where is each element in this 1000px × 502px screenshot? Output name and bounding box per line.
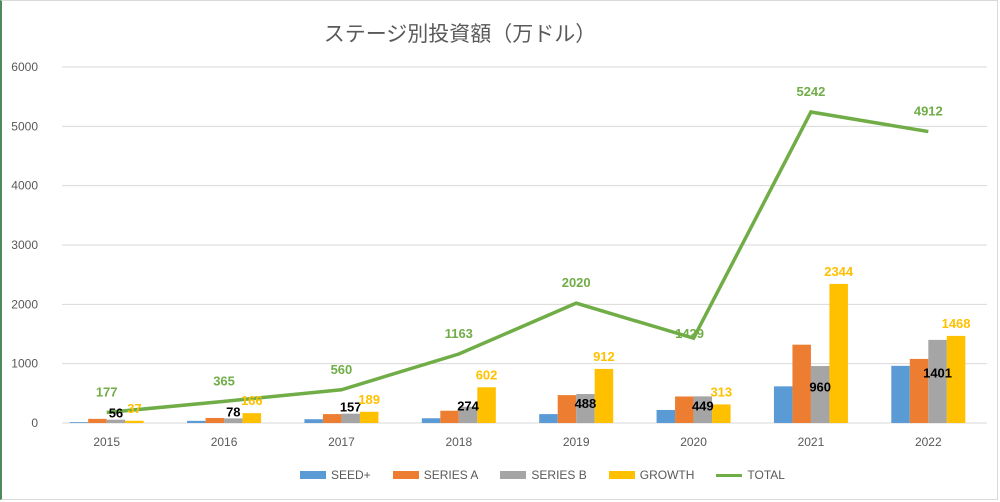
y-tick-label: 1000 xyxy=(11,357,38,371)
bar-seed xyxy=(304,419,323,423)
y-tick-label: 0 xyxy=(31,416,38,430)
bar-series-a xyxy=(557,395,577,423)
data-label-growth: 166 xyxy=(241,393,263,408)
bar-series-b xyxy=(106,419,126,423)
bar-series-a xyxy=(205,417,225,423)
data-label-growth: 37 xyxy=(127,401,141,416)
x-tick-label: 2021 xyxy=(798,435,825,449)
bar-seed xyxy=(539,414,558,423)
chart-title: ステージ別投資額（万ドル） xyxy=(323,22,597,46)
x-tick-label: 2020 xyxy=(680,435,707,449)
data-label-total: 560 xyxy=(331,362,353,377)
legend-swatch xyxy=(300,471,326,479)
bar-series-a xyxy=(440,410,459,423)
data-label-series-b: 488 xyxy=(575,396,597,411)
y-tick-label: 2000 xyxy=(11,297,38,311)
data-label-growth: 313 xyxy=(710,384,732,399)
data-label-growth: 2344 xyxy=(824,264,854,279)
data-label-growth: 1468 xyxy=(942,316,971,331)
x-tick-label: 2015 xyxy=(93,435,120,449)
bar-growth xyxy=(242,413,262,423)
data-label-series-b: 274 xyxy=(457,399,479,414)
data-label-series-b: 449 xyxy=(692,398,714,413)
bar-seed xyxy=(773,386,793,423)
bar-series-b xyxy=(458,406,478,423)
data-label-total: 2020 xyxy=(562,275,591,290)
bar-growth xyxy=(712,404,731,423)
bar-series-b xyxy=(576,394,595,423)
data-label-growth: 602 xyxy=(476,367,498,382)
data-label-series-b: 78 xyxy=(226,404,240,419)
bar-growth xyxy=(594,368,614,423)
data-label-series-b: 960 xyxy=(809,380,831,395)
data-label-growth: 912 xyxy=(593,349,615,364)
legend-swatch xyxy=(500,471,527,479)
bar-series-a xyxy=(792,344,811,423)
data-label-series-b: 56 xyxy=(109,406,123,421)
legend-item: SERIES B xyxy=(500,468,587,482)
data-label-series-b: 157 xyxy=(340,400,362,415)
legend-item: GROWTH xyxy=(608,468,695,482)
bar-series-a xyxy=(909,358,929,423)
bar-series-b xyxy=(693,396,713,423)
legend-item: SERIES A xyxy=(392,468,479,482)
bar-growth xyxy=(477,387,496,423)
legend-label: TOTAL xyxy=(747,468,785,482)
y-tick-label: 5000 xyxy=(11,119,38,133)
chart-legend: SEED+ SERIES A SERIES B GROWTH TOTAL xyxy=(300,468,785,482)
bar-seed xyxy=(891,365,910,423)
bar-series-b xyxy=(810,366,830,423)
bar-seed xyxy=(187,420,206,423)
bar-series-b xyxy=(928,339,947,423)
legend-swatch xyxy=(608,471,635,479)
data-label-total: 1429 xyxy=(675,326,704,341)
data-label-total: 5242 xyxy=(796,84,825,99)
bar-series-a xyxy=(322,414,342,423)
data-label-total: 177 xyxy=(96,384,118,399)
data-label-growth: 189 xyxy=(358,392,380,407)
legend-label: SERIES B xyxy=(531,468,587,482)
legend-swatch xyxy=(716,473,743,477)
x-tick-label: 2019 xyxy=(563,435,590,449)
x-tick-label: 2018 xyxy=(445,435,472,449)
bar-growth xyxy=(359,411,379,423)
bar-seed xyxy=(69,422,89,423)
bar-seed xyxy=(421,418,441,423)
legend-label: GROWTH xyxy=(639,468,695,482)
y-tick-label: 6000 xyxy=(11,60,38,74)
bar-series-a xyxy=(675,396,694,423)
legend-item: SEED+ xyxy=(300,468,371,482)
y-tick-label: 3000 xyxy=(11,238,38,252)
y-tick-label: 4000 xyxy=(11,179,38,193)
bar-series-b xyxy=(341,413,360,423)
legend-swatch xyxy=(392,471,419,479)
bar-growth xyxy=(829,283,848,423)
x-tick-label: 2017 xyxy=(328,435,355,449)
legend-label: SERIES A xyxy=(423,468,479,482)
data-label-total: 1163 xyxy=(445,326,473,341)
x-tick-label: 2022 xyxy=(915,435,942,449)
x-tick-label: 2016 xyxy=(211,435,238,449)
bar-growth xyxy=(125,420,144,423)
data-label-total: 365 xyxy=(213,373,235,388)
legend-label: SEED+ xyxy=(331,468,371,482)
data-label-series-b: 1401 xyxy=(923,365,952,380)
bar-series-a xyxy=(88,418,107,423)
line-total xyxy=(106,110,929,415)
bar-growth xyxy=(946,335,966,423)
legend-item: TOTAL xyxy=(716,468,785,482)
bar-series-b xyxy=(224,418,243,423)
bar-seed xyxy=(656,409,676,423)
data-label-total: 4912 xyxy=(914,104,943,119)
